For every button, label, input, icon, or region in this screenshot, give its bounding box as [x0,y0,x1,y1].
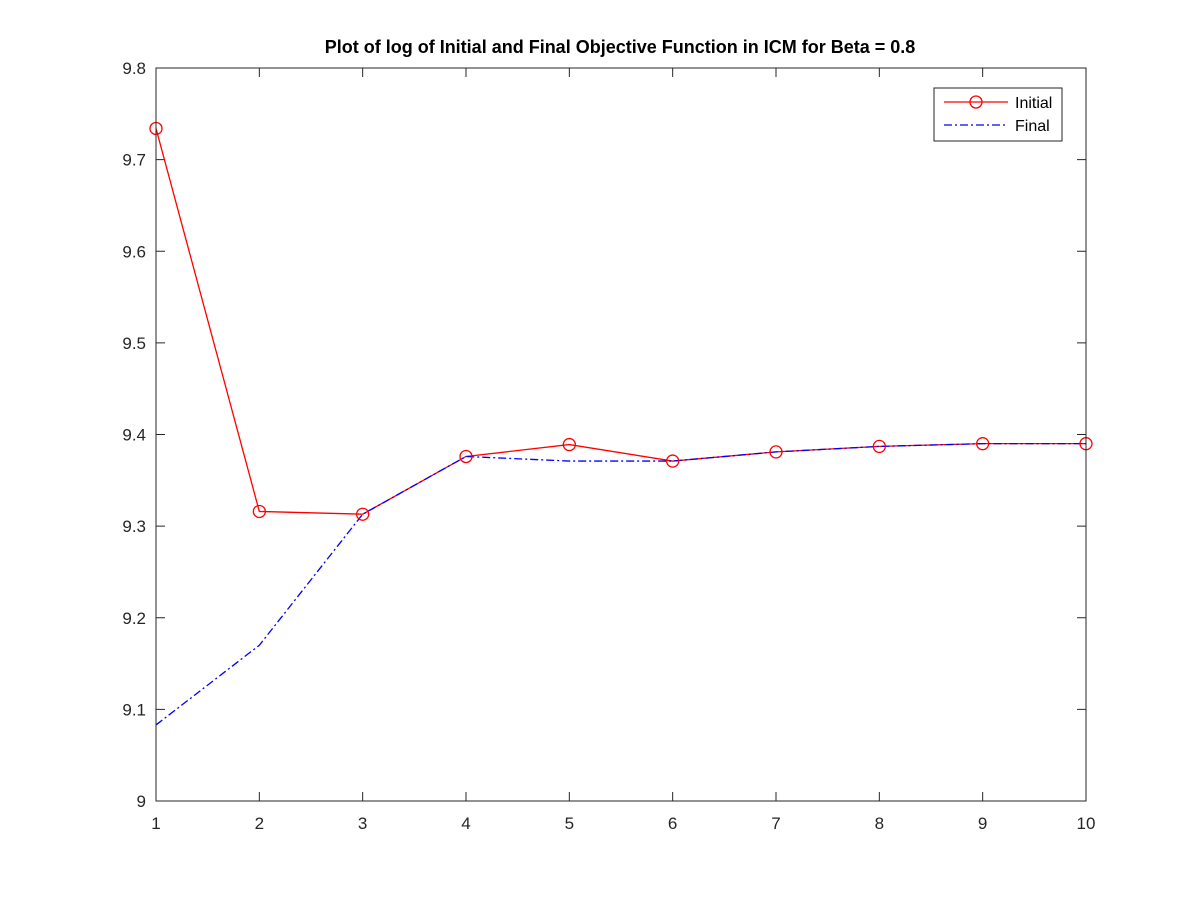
data-point-initial [666,454,680,468]
plot-frame [155,67,1087,802]
y-tick-label: 9.8 [122,59,146,78]
legend-label-final: Final [1015,118,1050,135]
y-tick-label: 9.3 [122,517,146,536]
data-point-initial [252,504,266,519]
data-point-initial [459,449,473,464]
x-tick-label: 6 [668,814,677,833]
x-tick-label: 1 [151,814,160,833]
y-tick-label: 9.2 [122,609,146,628]
data-point-initial [356,507,370,521]
legend-marker-initial [969,95,983,109]
data-point-initial [562,437,576,452]
x-tick-label: 5 [565,814,574,833]
y-tick-label: 9.5 [122,334,146,353]
x-tick-label: 7 [771,814,780,833]
x-axis-tick-labels: 1 2 3 4 5 6 7 8 9 10 [151,814,1095,833]
y-tick-label: 9.1 [122,700,146,719]
y-axis-tick-labels: 9 9.1 9.2 9.3 9.4 9.5 9.6 9.7 9.8 [122,59,146,811]
data-point-initial [769,445,783,459]
y-tick-label: 9.7 [122,151,146,170]
x-tick-label: 10 [1077,814,1096,833]
y-tick-label: 9 [137,792,146,811]
x-tick-label: 8 [875,814,884,833]
y-tick-label: 9.4 [122,426,146,445]
x-tick-label: 9 [978,814,987,833]
y-tick-label: 9.6 [122,242,146,261]
plot-area [156,68,1086,801]
legend: Initial Final [933,87,1063,142]
legend-label-initial: Initial [1015,95,1052,112]
data-point-initial [872,439,886,454]
data-point-initial [976,437,990,451]
x-tick-label: 3 [358,814,367,833]
series-line-final [155,443,1086,726]
chart-title: Plot of log of Initial and Final Objecti… [325,37,916,57]
x-tick-label: 2 [255,814,264,833]
x-tick-label: 4 [461,814,470,833]
legend-box [933,87,1063,142]
